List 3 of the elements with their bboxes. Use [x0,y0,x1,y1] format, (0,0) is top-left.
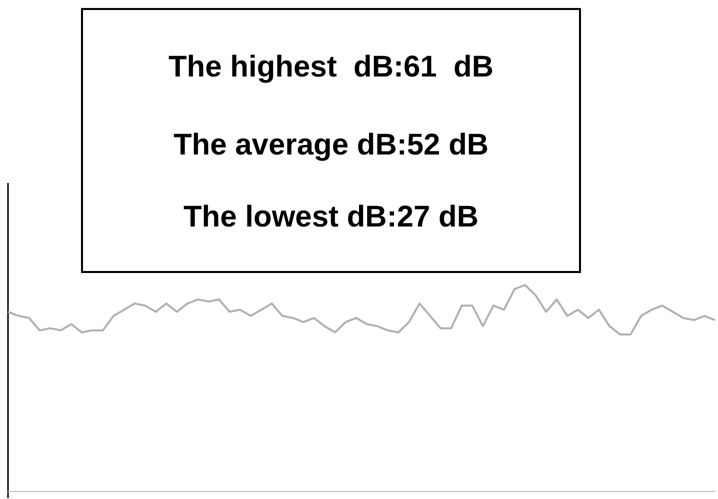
text: The highest dB:61 dB [168,50,494,84]
text: The lowest dB:27 dB [183,200,479,234]
text: The average dB:52 dB [173,128,489,162]
